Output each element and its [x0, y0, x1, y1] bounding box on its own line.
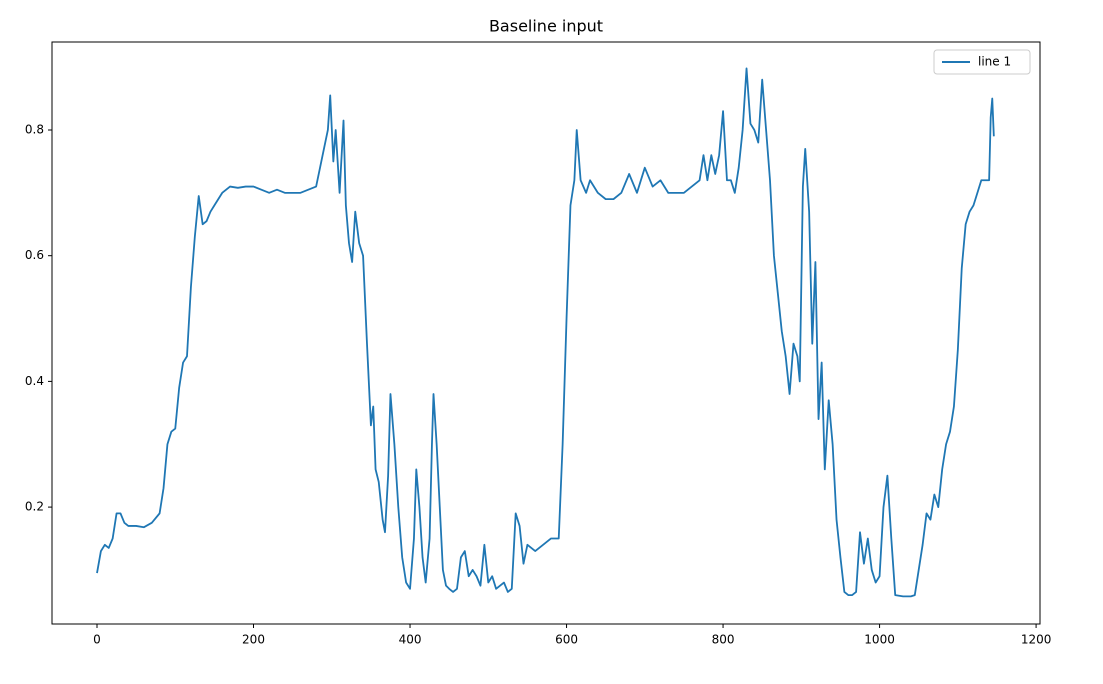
y-tick-label: 0.2: [25, 500, 44, 514]
x-tick-label: 400: [399, 633, 422, 647]
x-tick-label: 1200: [1021, 633, 1052, 647]
plot-frame: [51, 41, 1041, 625]
legend-label: line 1: [978, 55, 1011, 69]
y-tick-label: 0.4: [25, 374, 44, 388]
legend-box: [933, 49, 1031, 75]
x-tick-label: 0: [93, 633, 101, 647]
data-line: [96, 67, 995, 598]
y-tick-label: 0.6: [25, 248, 44, 262]
x-tick-label: 1000: [864, 633, 895, 647]
x-tick-label: 600: [555, 633, 578, 647]
chart-title: Baseline input: [489, 17, 603, 36]
x-tick-label: 800: [712, 633, 735, 647]
y-tick-label: 0.8: [25, 122, 44, 136]
x-tick-label: 200: [242, 633, 265, 647]
